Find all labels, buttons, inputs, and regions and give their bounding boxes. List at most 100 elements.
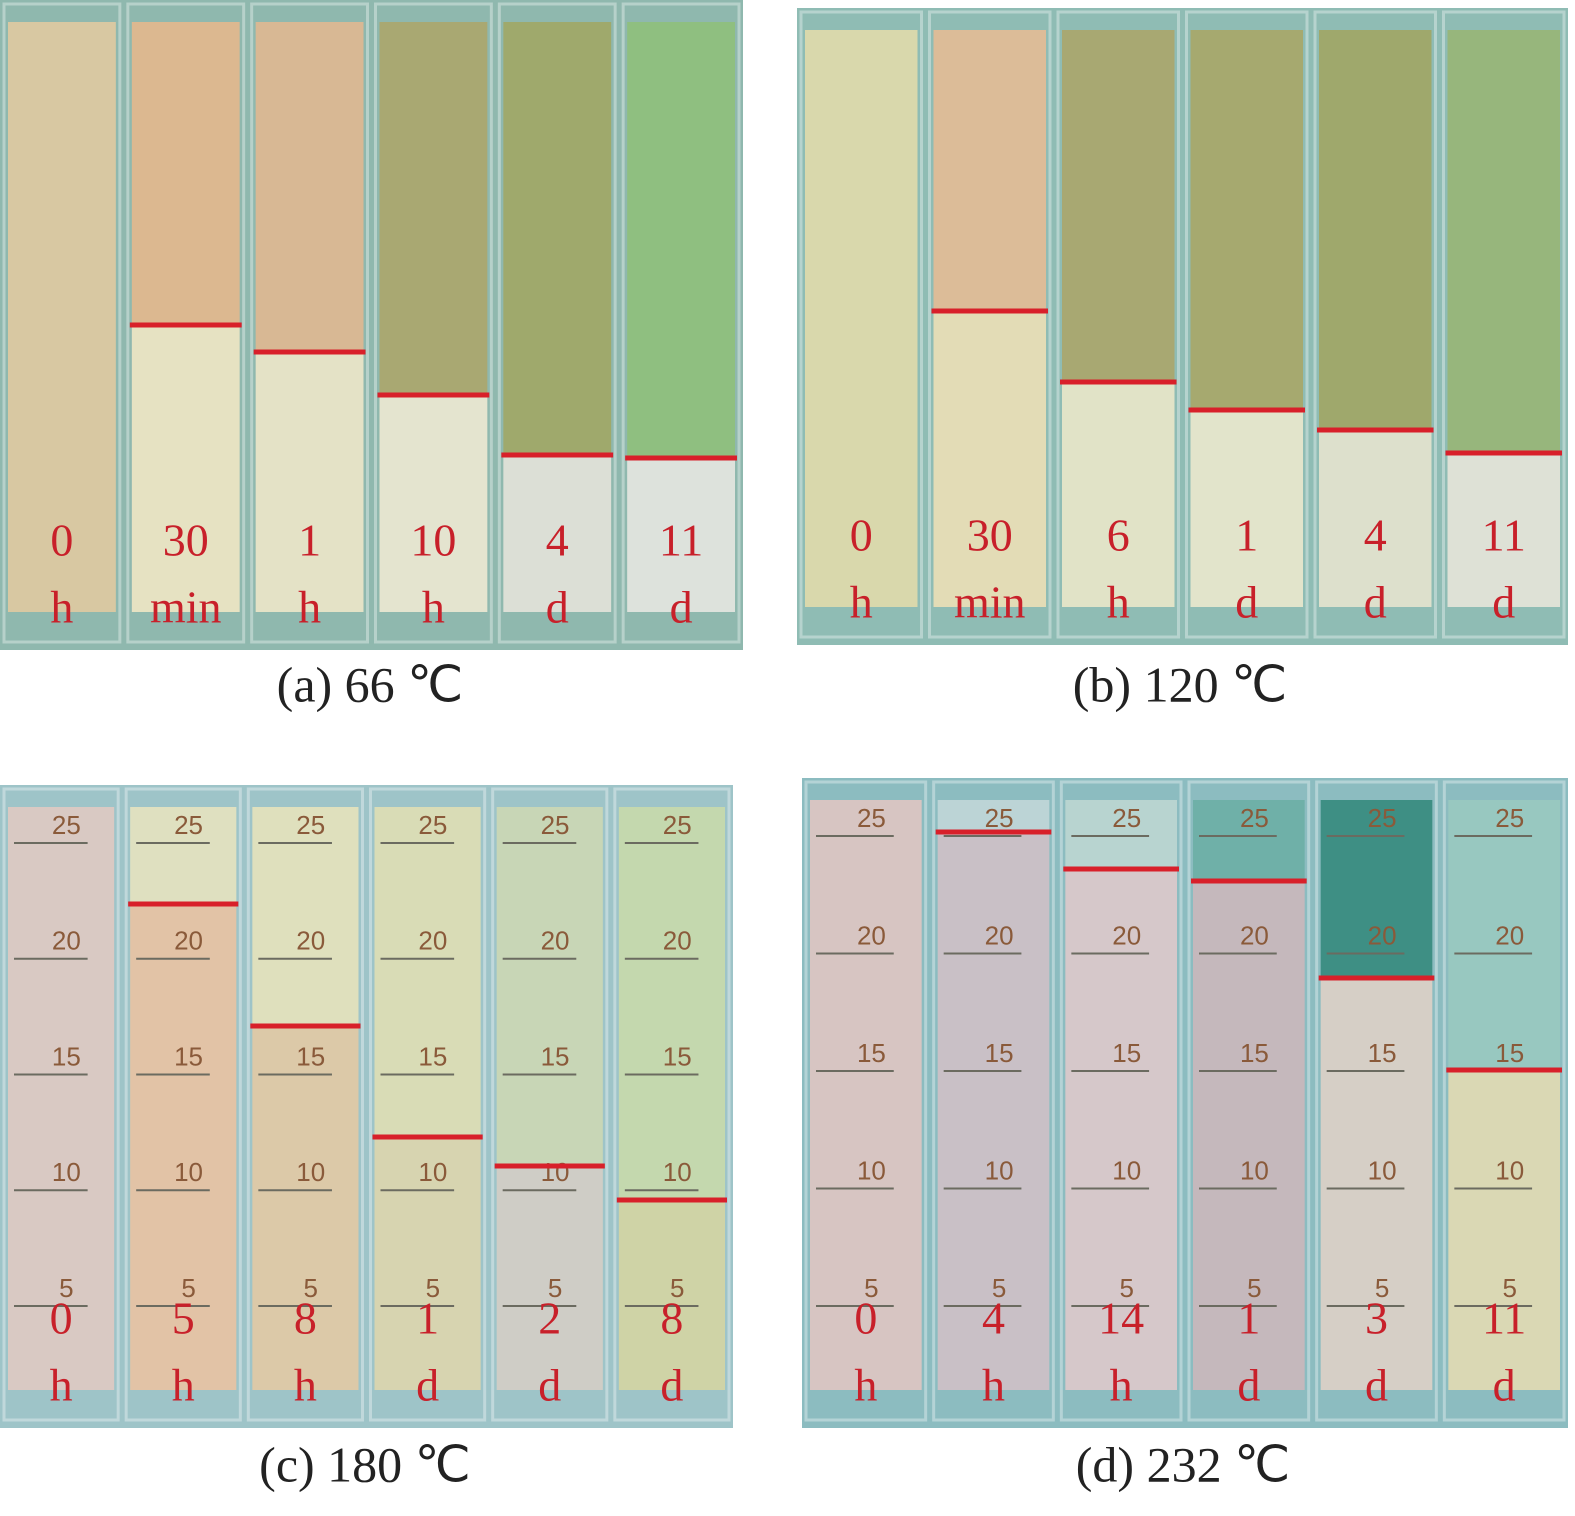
scale-label: 10 bbox=[1240, 1155, 1269, 1185]
scale-label: 10 bbox=[985, 1155, 1014, 1185]
time-number: 1 bbox=[1237, 1293, 1260, 1344]
scale-label: 10 bbox=[1368, 1155, 1397, 1185]
cylinder-bottom bbox=[255, 352, 364, 612]
scale-label: 15 bbox=[663, 1041, 692, 1071]
scale-label: 10 bbox=[52, 1157, 81, 1187]
cylinder-glass bbox=[613, 787, 731, 1422]
cylinder-bottom bbox=[933, 311, 1046, 607]
scale-label: 5 bbox=[992, 1273, 1006, 1303]
scale-label: 10 bbox=[857, 1155, 886, 1185]
time-unit: d bbox=[546, 582, 569, 633]
time-number: 8 bbox=[294, 1293, 317, 1344]
scale-label: 5 bbox=[426, 1273, 440, 1303]
scale-label: 15 bbox=[857, 1038, 886, 1068]
time-number: 0 bbox=[50, 1293, 73, 1344]
cylinder-glass bbox=[497, 2, 617, 644]
scale-label: 25 bbox=[985, 803, 1014, 833]
time-unit: h bbox=[50, 1360, 73, 1411]
cylinder-top bbox=[8, 22, 116, 612]
scale-label: 5 bbox=[181, 1273, 195, 1303]
photo-panel bbox=[797, 8, 1568, 645]
scale-label: 5 bbox=[59, 1273, 73, 1303]
time-unit: d bbox=[660, 1360, 683, 1411]
time-unit: h bbox=[1107, 577, 1130, 628]
time-number: 11 bbox=[659, 515, 703, 566]
scale-label: 15 bbox=[418, 1041, 447, 1071]
time-unit: min bbox=[150, 582, 222, 633]
cylinder-top bbox=[805, 30, 918, 607]
time-unit: h bbox=[982, 1360, 1005, 1411]
scale-label: 25 bbox=[663, 810, 692, 840]
cylinder-glass bbox=[799, 10, 923, 639]
scale-label: 20 bbox=[1368, 920, 1397, 950]
cylinder-glass bbox=[2, 787, 120, 1422]
cylinder-top bbox=[933, 30, 1046, 311]
time-unit: d bbox=[538, 1360, 561, 1411]
scale-label: 15 bbox=[1240, 1038, 1269, 1068]
cylinder-glass bbox=[1315, 780, 1438, 1422]
time-unit: h bbox=[298, 582, 321, 633]
time-number: 0 bbox=[854, 1293, 877, 1344]
scale-label: 5 bbox=[1247, 1273, 1261, 1303]
scale-label: 25 bbox=[1240, 803, 1269, 833]
time-unit: h bbox=[850, 577, 873, 628]
scale-label: 25 bbox=[1495, 803, 1524, 833]
cylinder-glass bbox=[1442, 10, 1566, 639]
scale-label: 25 bbox=[1368, 803, 1397, 833]
scale-label: 25 bbox=[541, 810, 570, 840]
time-unit: d bbox=[1493, 1360, 1516, 1411]
time-number: 30 bbox=[967, 510, 1013, 561]
cylinder-glass bbox=[1059, 780, 1183, 1422]
time-number: 0 bbox=[50, 515, 73, 566]
scale-label: 20 bbox=[418, 926, 447, 956]
cylinder-bottom bbox=[252, 1026, 359, 1390]
scale-label: 10 bbox=[174, 1157, 203, 1187]
time-number: 14 bbox=[1098, 1293, 1144, 1344]
cylinder-glass bbox=[1056, 10, 1180, 639]
time-number: 2 bbox=[538, 1293, 561, 1344]
cylinder-bottom bbox=[496, 1166, 603, 1390]
cylinder-bottom bbox=[1190, 410, 1303, 607]
scale-label: 10 bbox=[541, 1157, 570, 1187]
scale-label: 25 bbox=[857, 803, 886, 833]
time-number: 4 bbox=[982, 1293, 1005, 1344]
cylinder-top bbox=[8, 807, 115, 1390]
scale-label: 15 bbox=[52, 1041, 81, 1071]
scale-label: 5 bbox=[303, 1273, 317, 1303]
panel-caption: (c) 180 ℃ bbox=[259, 1436, 471, 1492]
cylinder-bottom bbox=[1062, 382, 1175, 607]
time-unit: d bbox=[1237, 1360, 1260, 1411]
cylinder-glass bbox=[491, 787, 609, 1422]
cylinder-top bbox=[374, 807, 481, 1137]
cylinder-glass bbox=[1185, 10, 1309, 639]
time-number: 5 bbox=[172, 1293, 195, 1344]
cylinder-bottom bbox=[1448, 1070, 1560, 1390]
photo-panel bbox=[0, 785, 733, 1428]
cylinder-glass bbox=[621, 2, 741, 644]
cylinder-top bbox=[1065, 800, 1177, 869]
time-number: 6 bbox=[1107, 510, 1130, 561]
time-unit: min bbox=[954, 577, 1026, 628]
time-unit: h bbox=[50, 582, 73, 633]
time-number: 30 bbox=[163, 515, 209, 566]
scale-label: 5 bbox=[1120, 1273, 1134, 1303]
time-number: 11 bbox=[1482, 1293, 1526, 1344]
scale-label: 15 bbox=[1368, 1038, 1397, 1068]
cylinder-top bbox=[1319, 30, 1432, 430]
cylinder-glass bbox=[1313, 10, 1437, 639]
cylinder-glass bbox=[932, 780, 1055, 1422]
scale-label: 20 bbox=[663, 926, 692, 956]
cylinder-top bbox=[131, 22, 240, 325]
scale-label: 20 bbox=[857, 920, 886, 950]
scale-label: 20 bbox=[296, 926, 325, 956]
cylinder-bottom bbox=[374, 1137, 481, 1390]
cylinder-top bbox=[1320, 800, 1433, 978]
cylinder-top bbox=[1447, 30, 1560, 453]
scale-label: 5 bbox=[548, 1273, 562, 1303]
cylinder-top bbox=[1062, 30, 1175, 382]
time-number: 4 bbox=[1364, 510, 1387, 561]
cylinder-top bbox=[1193, 800, 1305, 881]
time-unit: d bbox=[1364, 577, 1387, 628]
scale-label: 25 bbox=[1112, 803, 1141, 833]
